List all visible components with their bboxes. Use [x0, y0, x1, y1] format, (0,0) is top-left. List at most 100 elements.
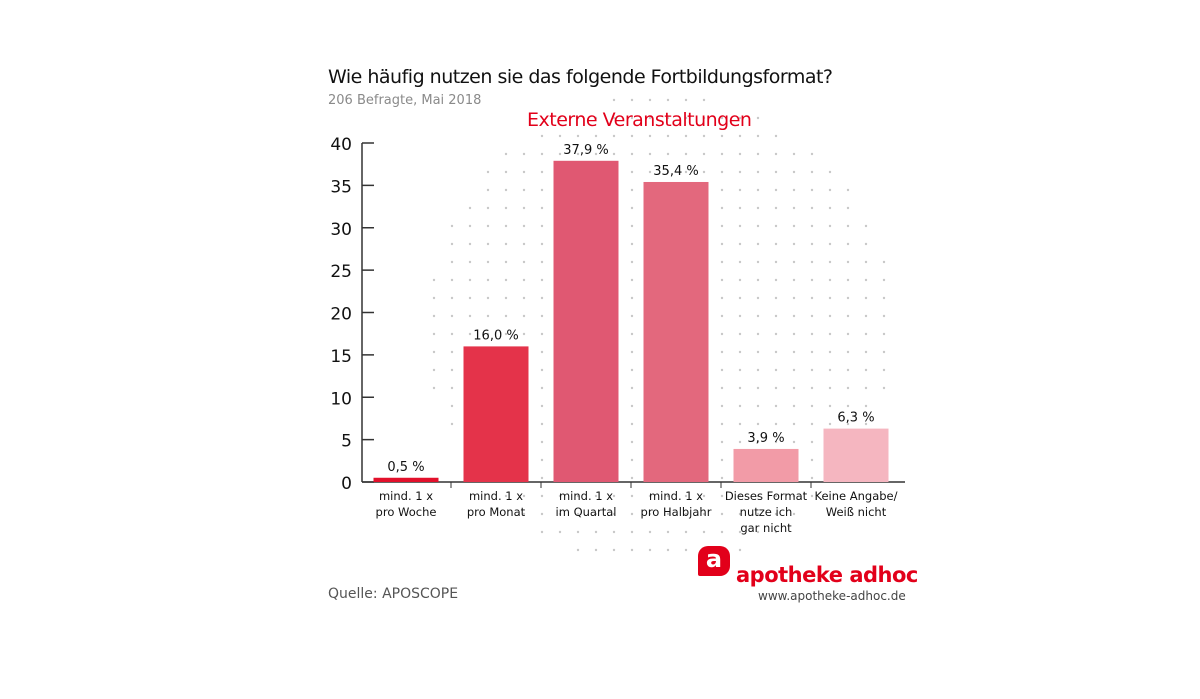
background-dot — [720, 530, 724, 534]
bar-value-label: 0,5 % — [387, 460, 424, 475]
background-dot — [612, 494, 616, 498]
background-dot — [450, 224, 454, 228]
background-dot — [468, 206, 472, 210]
logo-letter: a — [705, 545, 723, 573]
background-dot — [864, 242, 868, 246]
background-dot — [774, 206, 778, 210]
bar — [823, 428, 889, 482]
background-dot — [486, 188, 490, 192]
background-dot — [540, 458, 544, 462]
background-dot — [486, 170, 490, 174]
background-dot — [720, 152, 724, 156]
background-dot — [828, 332, 832, 336]
background-dot — [720, 314, 724, 318]
background-dot — [702, 152, 706, 156]
background-dot — [576, 494, 580, 498]
background-dot — [540, 422, 544, 426]
background-dot — [864, 314, 868, 318]
background-dot — [594, 134, 598, 138]
source-note: Quelle: APOSCOPE — [328, 586, 459, 602]
background-dot — [450, 404, 454, 408]
background-dot — [756, 152, 760, 156]
background-dot — [774, 260, 778, 264]
background-dot — [792, 404, 796, 408]
background-dot — [792, 440, 796, 444]
background-dot — [810, 332, 814, 336]
background-dot — [630, 440, 634, 444]
background-dot — [504, 188, 508, 192]
background-dot — [756, 170, 760, 174]
background-dot — [702, 98, 706, 102]
background-dot — [756, 314, 760, 318]
background-dot — [594, 494, 598, 498]
background-dot — [792, 512, 796, 516]
background-dot — [846, 404, 850, 408]
background-dot — [828, 296, 832, 300]
background-dot — [630, 224, 634, 228]
background-dot — [504, 278, 508, 282]
background-dot — [756, 386, 760, 390]
background-dot — [738, 530, 742, 534]
background-dot — [810, 152, 814, 156]
background-dot — [702, 512, 706, 516]
x-tick-label: Dieses Format — [725, 489, 808, 503]
background-dot — [720, 440, 724, 444]
background-dot — [774, 278, 778, 282]
background-dot — [468, 332, 472, 336]
background-dot — [540, 332, 544, 336]
background-dot — [468, 296, 472, 300]
background-dot — [720, 350, 724, 354]
background-dot — [738, 188, 742, 192]
background-dot — [630, 134, 634, 138]
background-dot — [756, 422, 760, 426]
background-dot — [486, 332, 490, 336]
x-tick-label: mind. 1 x — [649, 489, 703, 503]
background-dot — [846, 278, 850, 282]
background-dot — [504, 494, 508, 498]
background-dot — [612, 116, 616, 120]
background-dot — [846, 350, 850, 354]
background-dot — [792, 386, 796, 390]
background-dot — [882, 386, 886, 390]
background-dot — [450, 314, 454, 318]
background-dot — [810, 314, 814, 318]
background-dot — [864, 350, 868, 354]
background-dot — [666, 548, 670, 552]
background-dot — [612, 512, 616, 516]
background-dot — [738, 224, 742, 228]
chart-subtitle: 206 Befragte, Mai 2018 — [328, 93, 482, 108]
background-dot — [774, 332, 778, 336]
background-dot — [630, 170, 634, 174]
x-tick-label: pro Monat — [467, 505, 526, 519]
background-dot — [522, 512, 526, 516]
background-dot — [450, 278, 454, 282]
background-dot — [828, 404, 832, 408]
background-dot — [576, 530, 580, 534]
background-dot — [846, 422, 850, 426]
x-tick-label: nutze ich — [740, 505, 793, 519]
background-dot — [756, 296, 760, 300]
background-dot — [540, 188, 544, 192]
background-dot — [828, 170, 832, 174]
background-dot — [648, 134, 652, 138]
background-dot — [540, 296, 544, 300]
background-dot — [630, 548, 634, 552]
y-tick-label: 25 — [330, 262, 352, 282]
background-dot — [558, 116, 562, 120]
brand-url: www.apotheke-adhoc.de — [758, 589, 906, 603]
background-dot — [720, 332, 724, 336]
background-dot — [666, 494, 670, 498]
background-dot — [720, 458, 724, 462]
background-dot — [864, 368, 868, 372]
background-dot — [738, 152, 742, 156]
background-dot — [774, 422, 778, 426]
background-dot — [522, 314, 526, 318]
background-dot — [540, 170, 544, 174]
background-dot — [630, 314, 634, 318]
background-dot — [720, 494, 724, 498]
background-dot — [846, 332, 850, 336]
background-dot — [864, 260, 868, 264]
background-dot — [612, 134, 616, 138]
background-dot — [720, 422, 724, 426]
